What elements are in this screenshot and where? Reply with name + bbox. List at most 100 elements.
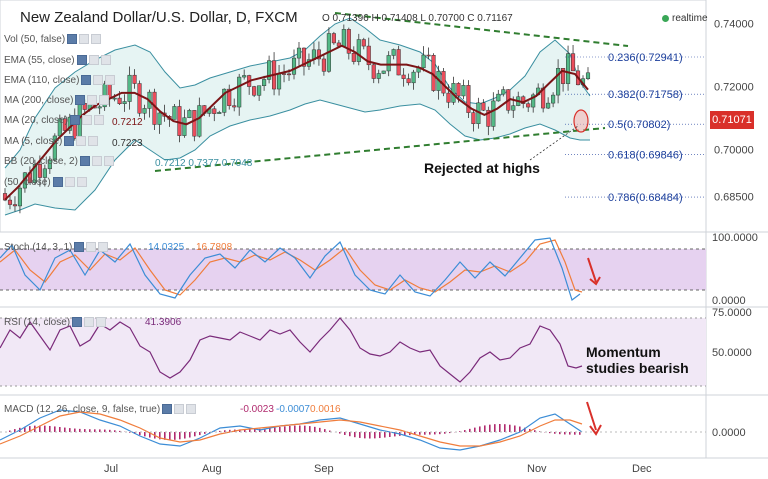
candle-body bbox=[137, 83, 142, 114]
rsi-band bbox=[0, 318, 706, 386]
fib-level-label: 0.382(0.71758) bbox=[608, 89, 683, 101]
macd-histogram-bar bbox=[84, 429, 86, 432]
macd-histogram-bar bbox=[249, 429, 251, 432]
macd-histogram-bar bbox=[274, 427, 276, 432]
indicator-ema55-label: EMA (55, close) bbox=[4, 55, 75, 66]
eye-icon[interactable] bbox=[162, 404, 173, 415]
candle-body bbox=[12, 204, 18, 207]
macd-histogram-bar bbox=[519, 426, 521, 432]
close-icon[interactable] bbox=[98, 242, 109, 253]
rsi-legend[interactable]: RSI (14, close) bbox=[4, 317, 107, 328]
eye-icon[interactable] bbox=[74, 242, 85, 253]
settings-icon[interactable] bbox=[81, 115, 92, 126]
candle-body bbox=[122, 101, 127, 105]
candle-body bbox=[421, 54, 426, 69]
close-icon[interactable] bbox=[99, 95, 110, 106]
close-icon[interactable] bbox=[93, 115, 104, 126]
eye-icon[interactable] bbox=[69, 115, 80, 126]
settings-icon[interactable] bbox=[88, 55, 99, 66]
macd-histogram-bar bbox=[324, 429, 326, 432]
close-icon[interactable] bbox=[103, 156, 114, 167]
eye-icon[interactable] bbox=[52, 177, 63, 188]
candle-body bbox=[511, 105, 516, 111]
indicator-vol[interactable]: Vol (50, false) bbox=[4, 34, 102, 45]
settings-icon[interactable] bbox=[84, 317, 95, 328]
macd-histogram-bar bbox=[394, 432, 396, 437]
close-icon[interactable] bbox=[96, 317, 107, 328]
macd-histogram-bar bbox=[194, 432, 196, 437]
date-tick-label: Dec bbox=[632, 463, 652, 475]
close-icon[interactable] bbox=[100, 55, 111, 66]
candle-body bbox=[491, 100, 496, 127]
indicator-extra[interactable]: (50, close) bbox=[4, 177, 87, 188]
candle-body bbox=[112, 97, 117, 100]
stoch-legend[interactable]: Stoch (14, 3, 1) bbox=[4, 242, 109, 253]
candle-body bbox=[291, 57, 297, 75]
settings-icon[interactable] bbox=[79, 34, 90, 45]
indicator-ma200[interactable]: MA (200, close) bbox=[4, 95, 110, 106]
macd-histogram-bar bbox=[304, 425, 306, 432]
close-icon[interactable] bbox=[186, 404, 197, 415]
stoch-down-arrow bbox=[587, 257, 601, 286]
macd-histogram-bar bbox=[499, 424, 501, 432]
indicator-ema110-label: EMA (110, close) bbox=[4, 75, 80, 86]
candle-body bbox=[566, 53, 571, 84]
fibonacci-levels: 0.236(0.72941) 0.382(0.71758) 0.5(0.70802)… bbox=[565, 52, 706, 204]
macd-histogram-bar bbox=[344, 432, 346, 435]
macd-histogram-bar bbox=[54, 426, 56, 432]
settings-icon[interactable] bbox=[93, 75, 104, 86]
candle-body bbox=[52, 135, 57, 161]
indicator-ema55[interactable]: EMA (55, close) bbox=[4, 55, 111, 66]
macd-signal-line bbox=[0, 411, 583, 447]
macd-histogram-bar bbox=[104, 429, 106, 432]
candlestick-series bbox=[2, 24, 591, 214]
fib-level-label: 0.786(0.68484) bbox=[608, 192, 683, 204]
settings-icon[interactable] bbox=[64, 177, 75, 188]
indicator-ma5[interactable]: MA (5, close) bbox=[4, 136, 99, 147]
eye-icon[interactable] bbox=[67, 34, 78, 45]
close-icon[interactable] bbox=[88, 136, 99, 147]
macd-histogram-bar bbox=[509, 424, 511, 432]
candle-body bbox=[331, 33, 336, 44]
candle-body bbox=[526, 103, 531, 108]
price-tick-label: 0.72000 bbox=[714, 82, 754, 94]
macd-histogram-bar bbox=[379, 432, 381, 439]
indicator-ema110[interactable]: EMA (110, close) bbox=[4, 75, 116, 86]
candle-body bbox=[182, 117, 187, 136]
candle-body bbox=[296, 47, 302, 59]
eye-icon[interactable] bbox=[81, 75, 92, 86]
close-icon[interactable] bbox=[105, 75, 116, 86]
candle-body bbox=[172, 106, 177, 120]
date-tick-label: Nov bbox=[527, 463, 547, 475]
candle-body bbox=[351, 53, 356, 62]
indicator-bb[interactable]: BB (20, close, 2) bbox=[4, 156, 114, 167]
macd-histogram-bar bbox=[434, 432, 436, 435]
settings-icon[interactable] bbox=[87, 95, 98, 106]
candle-body bbox=[551, 94, 556, 104]
close-icon[interactable] bbox=[76, 177, 87, 188]
settings-icon[interactable] bbox=[86, 242, 97, 253]
stoch-axis-100: 100.0000 bbox=[712, 232, 758, 244]
settings-icon[interactable] bbox=[174, 404, 185, 415]
macd-histogram-bar bbox=[414, 432, 416, 435]
eye-icon[interactable] bbox=[79, 156, 90, 167]
close-icon[interactable] bbox=[91, 34, 102, 45]
eye-icon[interactable] bbox=[76, 55, 87, 66]
stoch-label: Stoch (14, 3, 1) bbox=[4, 242, 73, 253]
macd-histogram-bar bbox=[69, 428, 71, 432]
eye-icon[interactable] bbox=[64, 136, 75, 147]
eye-icon[interactable] bbox=[75, 95, 86, 106]
macd-histogram-bar bbox=[384, 432, 386, 438]
macd-histogram-bar bbox=[314, 426, 316, 432]
eye-icon[interactable] bbox=[72, 317, 83, 328]
settings-icon[interactable] bbox=[91, 156, 102, 167]
bollinger-band-fill bbox=[5, 18, 590, 215]
macd-histogram-bar bbox=[109, 429, 111, 432]
indicator-ma20[interactable]: MA (20, close) bbox=[4, 115, 104, 126]
macd-histogram-bar bbox=[204, 432, 206, 434]
macd-histogram-bar bbox=[429, 432, 431, 435]
macd-legend[interactable]: MACD (12, 26, close, 9, false, true) bbox=[4, 404, 197, 415]
candle-body bbox=[42, 168, 47, 178]
settings-icon[interactable] bbox=[76, 136, 87, 147]
